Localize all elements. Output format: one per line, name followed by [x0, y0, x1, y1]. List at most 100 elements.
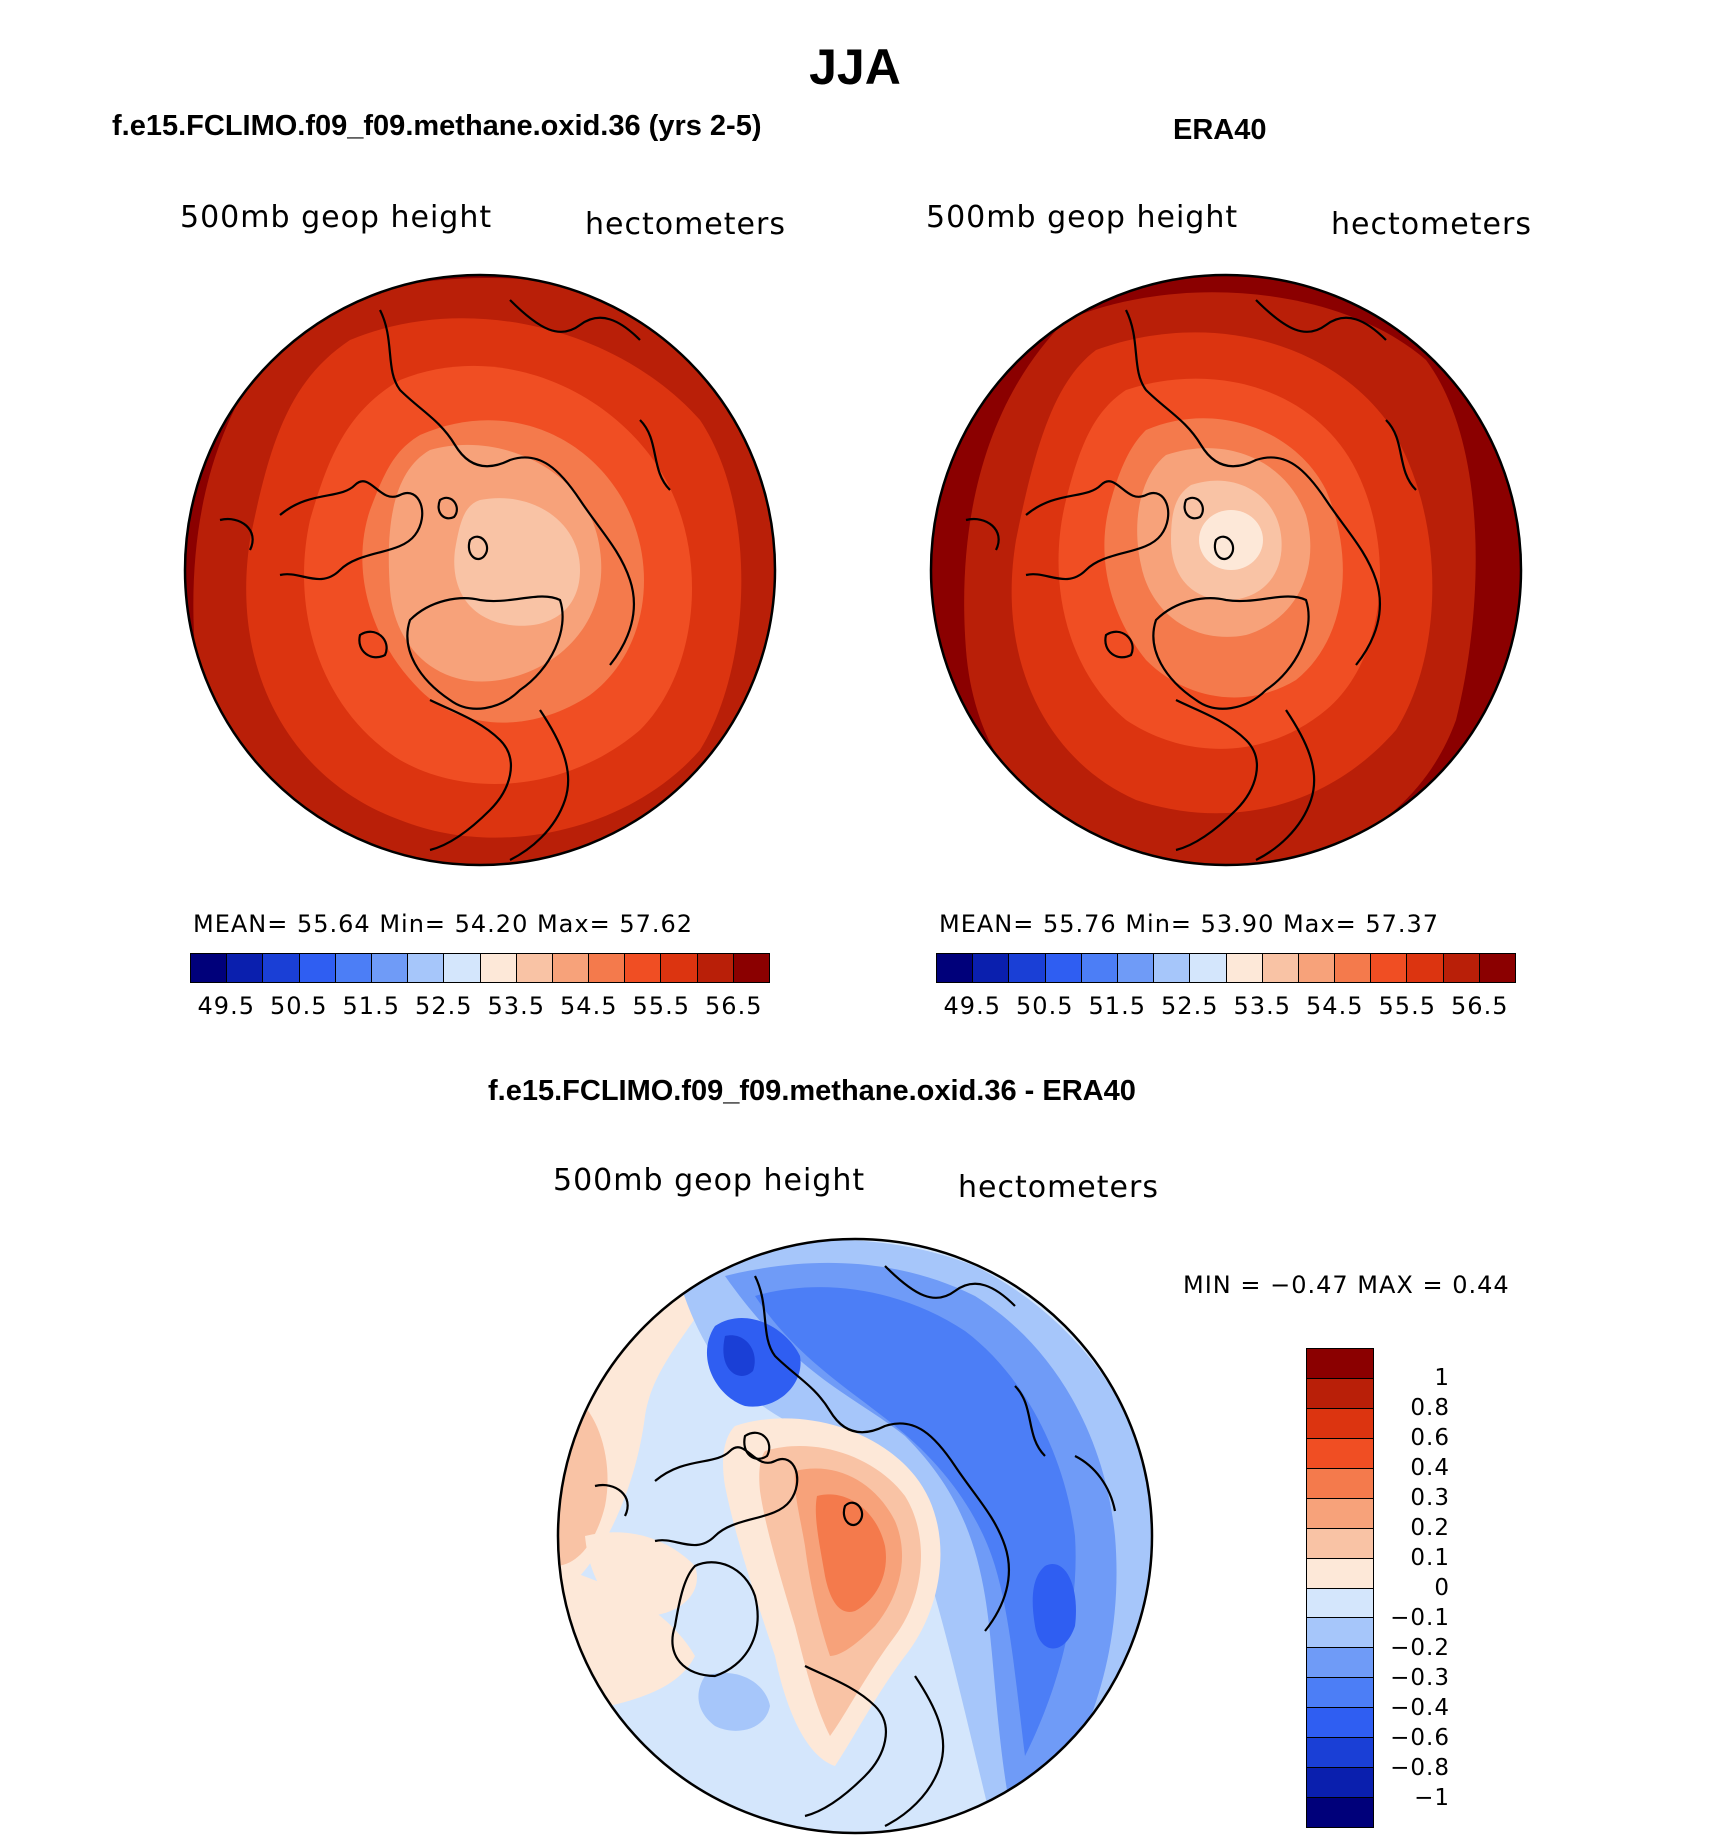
- right-colorbar-swatch: [937, 954, 974, 982]
- left-map-border: [183, 273, 777, 867]
- left-colorbar-swatch: [408, 954, 445, 982]
- diff-colorbar-tick-label: −0.3: [1390, 1665, 1450, 1691]
- right-colorbar-swatch: [1190, 954, 1227, 982]
- left-colorbar-swatch: [263, 954, 300, 982]
- diff-colorbar-swatch: [1307, 1438, 1373, 1469]
- diff-colorbar-tick-label: 0.2: [1410, 1515, 1450, 1541]
- diff-colorbar-ticks: 1 0.8 0.6 0.4 0.3 0.2 0.1 0 −0.1 −0.2 −0.3 −0.4 −0.6…: [1374, 1348, 1464, 1828]
- main-title: JJA: [809, 39, 901, 95]
- right-colorbar-tick-label: 54.5: [1306, 992, 1364, 1020]
- diff-colorbar-tick-label: −1: [1414, 1785, 1450, 1811]
- right-colorbar-swatch: [1154, 954, 1191, 982]
- left-panel-title: f.e15.FCLIMO.f09_f09.methane.oxid.36 (yr…: [112, 110, 762, 142]
- left-coastlines: [219, 299, 671, 861]
- diff-stats: MIN = −0.47 MAX = 0.44: [1183, 1271, 1510, 1299]
- diff-colorbar-tick-label: 0.3: [1410, 1485, 1450, 1511]
- diff-colorbar-tick-label: −0.4: [1390, 1695, 1450, 1721]
- right-contour-fills: [931, 275, 1521, 865]
- diff-colorbar-swatch: [1307, 1498, 1373, 1529]
- diff-colorbar-swatch: [1307, 1768, 1373, 1799]
- left-colorbar-swatch: [299, 954, 336, 982]
- diff-colorbar-tick-label: −0.6: [1390, 1725, 1450, 1751]
- right-colorbar-tick-label: 50.5: [1016, 992, 1074, 1020]
- right-colorbar-tick-label: 55.5: [1378, 992, 1436, 1020]
- right-colorbar-swatch: [1262, 954, 1299, 982]
- left-colorbar-swatch: [625, 954, 662, 982]
- left-stats: MEAN= 55.64 Min= 54.20 Max= 57.62: [193, 910, 694, 938]
- diff-colorbar-swatch: [1307, 1738, 1373, 1769]
- right-coastlines: [965, 299, 1417, 861]
- right-panel-title: ERA40: [1173, 114, 1267, 146]
- left-colorbar-tick-label: 56.5: [705, 992, 763, 1020]
- left-colorbar-swatch: [661, 954, 698, 982]
- right-colorbar-tick-label: 51.5: [1088, 992, 1146, 1020]
- left-colorbar-tick-label: 54.5: [560, 992, 618, 1020]
- right-stats: MEAN= 55.76 Min= 53.90 Max= 57.37: [939, 910, 1440, 938]
- diff-colorbar-swatch: [1307, 1648, 1373, 1679]
- diff-colorbar-swatch: [1307, 1588, 1373, 1619]
- right-colorbar-swatch: [1371, 954, 1408, 982]
- right-colorbar-tick-label: 53.5: [1233, 992, 1291, 1020]
- diff-colorbar-swatch: [1307, 1468, 1373, 1499]
- diff-colorbar-swatch: [1307, 1528, 1373, 1559]
- left-colorbar-swatch: [516, 954, 553, 982]
- right-colorbar-swatch: [1335, 954, 1372, 982]
- diff-map-border: [556, 1237, 1154, 1835]
- left-colorbar-tick-label: 52.5: [415, 992, 473, 1020]
- right-colorbar-swatch: [1081, 954, 1118, 982]
- right-unit-label: hectometers: [1331, 207, 1532, 242]
- diff-colorbar-tick-label: 0.8: [1410, 1395, 1450, 1421]
- left-var-label: 500mb geop height: [180, 200, 493, 235]
- diff-colorbar-tick-label: 0.6: [1410, 1425, 1450, 1451]
- left-colorbar-swatch: [371, 954, 409, 982]
- left-colorbar-ticks: 49.5 50.5 51.5 52.5 53.5 54.5 55.5 56.5: [190, 992, 770, 1022]
- diff-var-label: 500mb geop height: [553, 1163, 866, 1198]
- right-colorbar-swatch: [1298, 954, 1336, 982]
- right-colorbar-tick-label: 52.5: [1161, 992, 1219, 1020]
- right-colorbar-swatch: [973, 954, 1010, 982]
- left-colorbar-swatch: [227, 954, 264, 982]
- right-colorbar-swatch: [1117, 954, 1155, 982]
- right-colorbar-swatch: [1479, 954, 1515, 982]
- diff-colorbar-swatch: [1307, 1798, 1373, 1827]
- right-colorbar-swatch: [1009, 954, 1046, 982]
- left-colorbar-tick-label: 49.5: [197, 992, 255, 1020]
- diff-colorbar-tick-label: −0.2: [1390, 1635, 1450, 1661]
- diff-colorbar-tick-label: 0.1: [1410, 1545, 1450, 1571]
- left-colorbar-swatch: [191, 954, 228, 982]
- left-colorbar-tick-label: 55.5: [632, 992, 690, 1020]
- diff-colorbar-tick-label: −0.1: [1390, 1605, 1450, 1631]
- right-colorbar-tick-label: 49.5: [943, 992, 1001, 1020]
- right-colorbar-swatch: [1443, 954, 1480, 982]
- left-colorbar-swatch: [480, 954, 517, 982]
- left-colorbar-tick-label: 50.5: [270, 992, 328, 1020]
- right-polar-map: [929, 273, 1523, 867]
- diff-colorbar-tick-label: −0.8: [1390, 1755, 1450, 1781]
- left-colorbar-swatch: [589, 954, 626, 982]
- right-colorbar-swatch: [1226, 954, 1263, 982]
- left-unit-label: hectometers: [585, 207, 786, 242]
- right-colorbar-ticks: 49.5 50.5 51.5 52.5 53.5 54.5 55.5 56.5: [936, 992, 1516, 1022]
- right-colorbar-swatch: [1407, 954, 1444, 982]
- right-map-border: [929, 273, 1523, 867]
- left-colorbar-swatch: [444, 954, 481, 982]
- diff-colorbar-swatch: [1307, 1618, 1373, 1649]
- diff-contour-fills: [558, 1239, 1152, 1833]
- left-colorbar-tick-label: 53.5: [487, 992, 545, 1020]
- diff-coastlines: [594, 1265, 1117, 1827]
- diff-polar-map: [556, 1237, 1154, 1835]
- left-colorbar-tick-label: 51.5: [342, 992, 400, 1020]
- diff-colorbar-swatch: [1307, 1349, 1373, 1379]
- left-colorbar-swatch: [697, 954, 734, 982]
- left-polar-map: [183, 273, 777, 867]
- diff-colorbar-swatch: [1307, 1558, 1373, 1589]
- left-colorbar-swatch: [335, 954, 372, 982]
- left-colorbar-swatch: [733, 954, 769, 982]
- diff-colorbar-swatch: [1307, 1378, 1373, 1409]
- left-colorbar-swatch: [552, 954, 590, 982]
- diff-colorbar-swatch: [1307, 1408, 1373, 1439]
- diff-colorbar-swatch: [1307, 1708, 1373, 1739]
- right-colorbar: [936, 953, 1516, 983]
- right-colorbar-swatch: [1045, 954, 1082, 982]
- left-colorbar: [190, 953, 770, 983]
